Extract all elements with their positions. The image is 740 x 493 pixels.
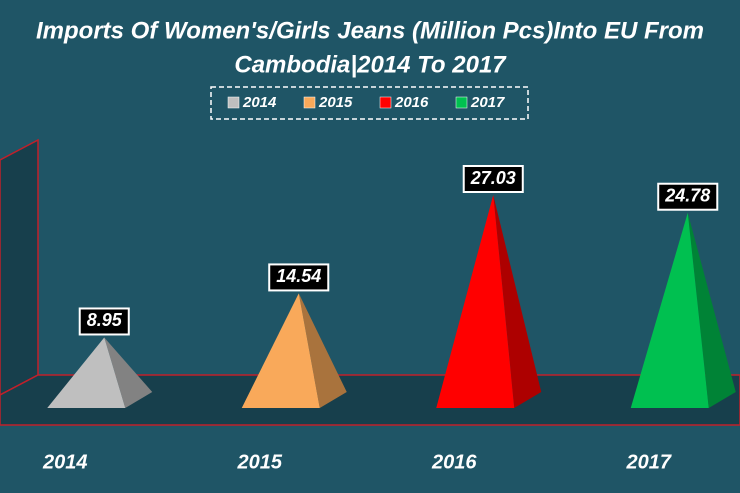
legend-swatch [455, 96, 468, 109]
value-label: 8.95 [87, 310, 123, 330]
value-label: 27.03 [470, 168, 516, 188]
x-tick-label: 2014 [42, 451, 88, 473]
legend-label: 2017 [470, 94, 505, 111]
pyramid-front [630, 212, 709, 408]
pyramid-front [436, 195, 515, 408]
floor [0, 374, 740, 426]
value-label-box [462, 165, 524, 193]
value-label: 24.78 [664, 185, 710, 205]
x-tick-label: 2015 [237, 451, 283, 473]
pyramid-side [104, 337, 153, 408]
value-label: 14.54 [276, 266, 321, 286]
pyramid-front [47, 337, 126, 408]
legend-swatch [227, 96, 240, 109]
legend-label: 2016 [394, 94, 429, 111]
value-label-box [657, 182, 719, 211]
x-tick-label: 2017 [626, 451, 672, 473]
pyramid-side [298, 293, 347, 408]
value-label-box [268, 263, 330, 292]
chart-subtitle: Cambodia|2014 To 2017 [234, 51, 507, 78]
pyramid-side [493, 195, 542, 408]
pyramid-side [687, 212, 736, 408]
legend-label: 2015 [318, 94, 353, 111]
back-wall [0, 138, 39, 396]
x-tick-label: 2016 [431, 451, 477, 473]
value-label-box [78, 307, 130, 336]
legend-swatch [379, 96, 392, 109]
legend-label: 2014 [242, 94, 277, 111]
legend-swatch [303, 96, 316, 109]
chart-title: Imports Of Women's/Girls Jeans (Million … [36, 17, 704, 44]
legend-box [210, 86, 529, 120]
pyramid-front [241, 293, 320, 408]
